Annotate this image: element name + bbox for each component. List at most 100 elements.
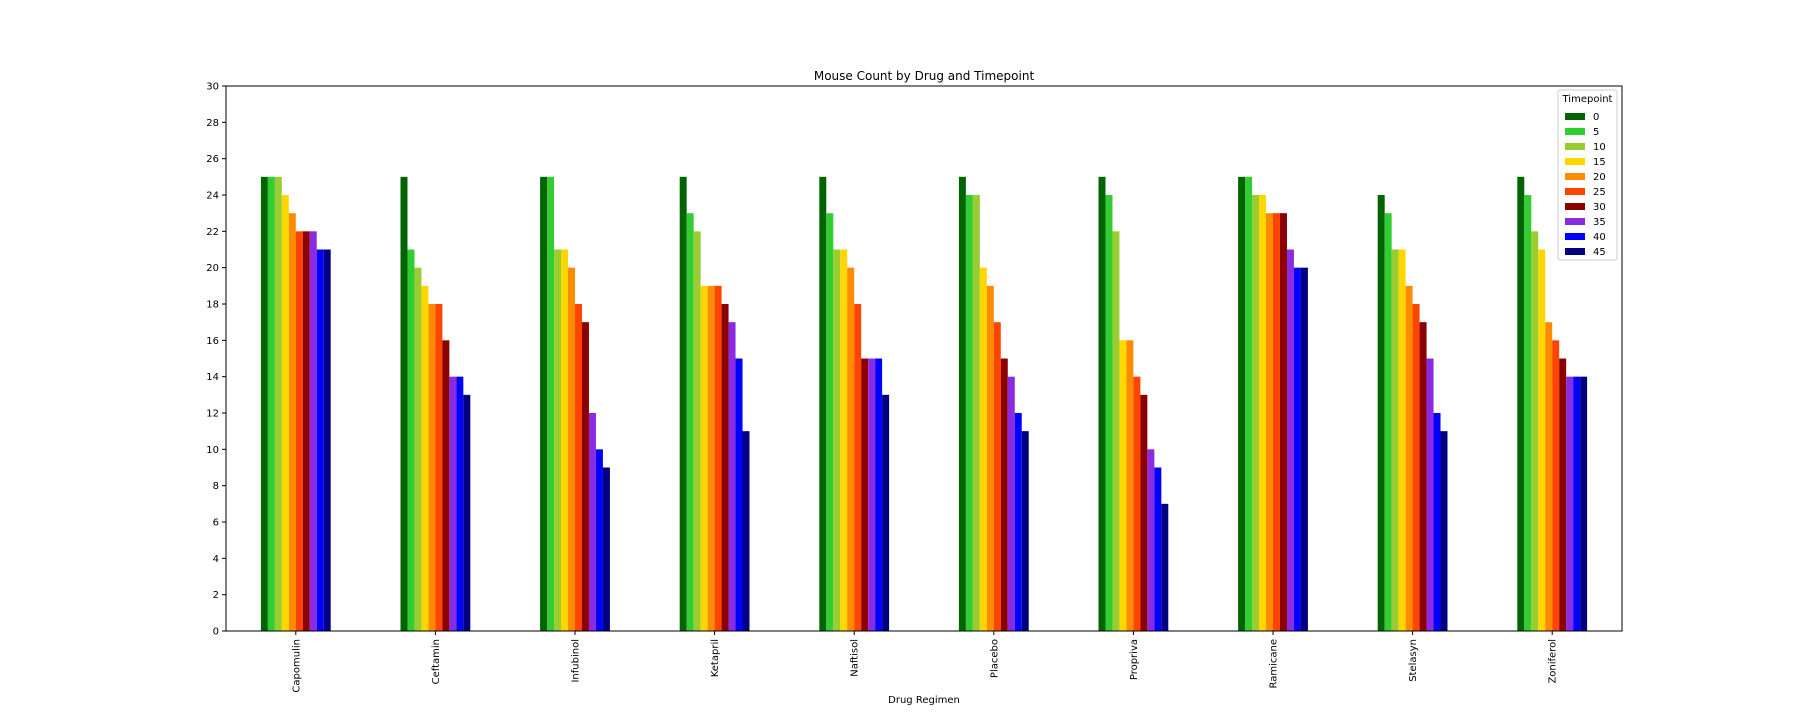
x-tick-label: Placebo	[989, 639, 1000, 678]
x-axis-label: Drug Regimen	[888, 695, 960, 706]
legend-label: 0	[1593, 112, 1599, 123]
legend-label: 25	[1593, 187, 1606, 198]
bar-naftisol-t10	[833, 249, 841, 631]
bar-infubinol-t20	[568, 267, 575, 631]
bar-ketapril-t30	[721, 304, 729, 631]
bar-ramicane-t10	[1252, 195, 1260, 631]
bar-ketapril-t0	[679, 176, 687, 631]
y-tick-label: 12	[206, 409, 219, 420]
y-tick-label: 18	[206, 300, 219, 311]
bar-ramicane-t0	[1238, 176, 1246, 631]
bar-ramicane-t15	[1259, 195, 1267, 631]
bar-naftisol-t40	[875, 358, 883, 631]
legend-swatch	[1565, 188, 1585, 195]
bar-stelasyn-t30	[1419, 322, 1427, 631]
legend-swatch	[1565, 143, 1585, 150]
chart-title: Mouse Count by Drug and Timepoint	[814, 69, 1035, 83]
bar-stelasyn-t45	[1440, 431, 1448, 631]
x-tick-label: Infubinol	[571, 639, 582, 683]
bar-naftisol-t35	[868, 358, 876, 631]
bar-ramicane-t25	[1273, 213, 1280, 632]
bar-placebo-t25	[993, 322, 1001, 631]
legend-label: 20	[1593, 172, 1606, 183]
bar-infubinol-t5	[547, 176, 555, 631]
legend-swatch	[1565, 158, 1585, 165]
legend-label: 35	[1593, 217, 1606, 228]
bar-stelasyn-t20	[1405, 285, 1413, 631]
bar-ketapril-t15	[700, 285, 708, 631]
bar-ramicane-t35	[1286, 249, 1294, 631]
bar-propriva-t0	[1098, 176, 1106, 631]
bar-infubinol-t45	[602, 467, 610, 631]
bar-capomulin-t5	[267, 176, 275, 631]
bar-infubinol-t10	[554, 249, 562, 631]
y-tick-label: 6	[213, 518, 219, 529]
bar-infubinol-t25	[575, 304, 582, 631]
bar-ceftamin-t40	[456, 376, 464, 631]
bar-infubinol-t15	[561, 249, 569, 631]
bar-ramicane-t45	[1300, 267, 1308, 631]
x-tick-label: Stelasyn	[1408, 639, 1419, 682]
x-tick-label: Ramicane	[1269, 639, 1280, 689]
legend-swatch	[1565, 173, 1585, 180]
bar-placebo-t15	[979, 267, 987, 631]
y-tick-label: 10	[206, 445, 219, 456]
bar-zoniferol-t35	[1566, 376, 1574, 631]
bar-placebo-t30	[1000, 358, 1008, 631]
bar-ceftamin-t30	[442, 340, 450, 631]
legend-label: 10	[1593, 142, 1606, 153]
bar-capomulin-t25	[295, 231, 303, 631]
bar-naftisol-t15	[840, 249, 848, 631]
bars-group	[260, 176, 1588, 632]
y-tick-label: 20	[206, 263, 219, 274]
legend-label: 40	[1593, 232, 1606, 243]
legend-swatch	[1565, 113, 1585, 120]
bar-propriva-t10	[1112, 231, 1120, 631]
bar-propriva-t40	[1154, 467, 1162, 631]
x-tick-label: Capomulin	[291, 639, 302, 693]
bar-capomulin-t45	[323, 249, 331, 631]
plot-frame	[225, 85, 1623, 632]
bar-stelasyn-t40	[1433, 413, 1441, 631]
y-tick-label: 22	[206, 227, 219, 238]
x-tick-label: Ceftamin	[431, 639, 442, 684]
bar-placebo-t10	[972, 195, 980, 631]
y-tick-label: 28	[206, 118, 219, 129]
y-tick-label: 2	[213, 590, 219, 601]
bar-zoniferol-t5	[1524, 195, 1532, 631]
x-tick-label: Propriva	[1129, 639, 1140, 680]
bar-ceftamin-t0	[400, 176, 408, 631]
bar-ceftamin-t15	[421, 285, 429, 631]
bar-placebo-t35	[1007, 376, 1015, 631]
y-tick-label: 24	[206, 191, 219, 202]
bar-ceftamin-t25	[435, 304, 443, 631]
bar-ketapril-t20	[707, 285, 715, 631]
bar-zoniferol-t45	[1580, 376, 1588, 631]
x-tick-label: Naftisol	[850, 639, 861, 677]
legend-swatch	[1565, 218, 1585, 225]
bar-propriva-t20	[1126, 340, 1134, 631]
bar-zoniferol-t0	[1517, 176, 1525, 631]
bar-placebo-t40	[1014, 413, 1022, 631]
bar-capomulin-t15	[281, 195, 289, 631]
bar-propriva-t45	[1161, 503, 1169, 631]
bar-infubinol-t0	[540, 176, 548, 631]
bar-ketapril-t5	[686, 213, 694, 632]
legend-swatch	[1565, 128, 1585, 135]
bar-ceftamin-t45	[463, 394, 471, 631]
bar-placebo-t45	[1021, 431, 1029, 631]
bar-capomulin-t10	[274, 176, 282, 631]
bar-capomulin-t0	[260, 176, 268, 631]
bar-ramicane-t20	[1266, 213, 1273, 632]
legend-swatch	[1565, 248, 1585, 255]
bar-naftisol-t25	[854, 304, 862, 631]
bar-ceftamin-t35	[449, 376, 457, 631]
legend-label: 15	[1593, 157, 1606, 168]
bar-naftisol-t30	[861, 358, 869, 631]
bar-infubinol-t40	[595, 449, 603, 631]
bar-propriva-t35	[1147, 449, 1155, 631]
bar-capomulin-t35	[309, 231, 317, 631]
bar-ketapril-t25	[714, 285, 722, 631]
